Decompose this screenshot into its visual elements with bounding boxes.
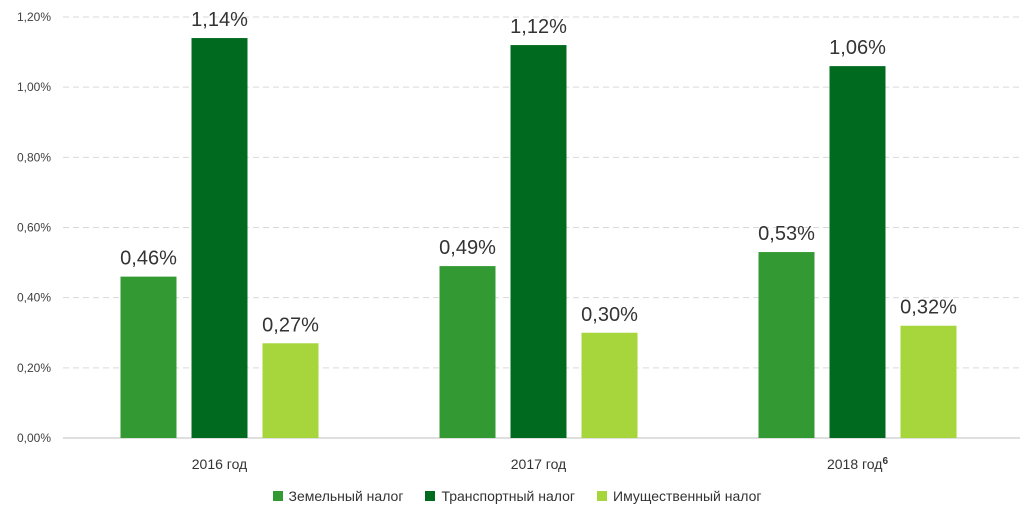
bar bbox=[191, 38, 248, 439]
legend: Земельный налог Транспортный налог Имуще… bbox=[0, 488, 1034, 504]
x-tick-label-text: 2017 год bbox=[511, 456, 566, 472]
bar bbox=[900, 325, 957, 438]
data-label: 0,49% bbox=[439, 237, 496, 259]
x-tick-label-text: 2018 год bbox=[827, 456, 882, 472]
y-tick-label: 0,00% bbox=[17, 431, 51, 445]
y-tick-label: 0,80% bbox=[17, 150, 51, 164]
legend-label-land-tax: Земельный налог bbox=[288, 488, 404, 504]
x-tick-label: 2018 год6 bbox=[827, 456, 888, 472]
bar bbox=[510, 45, 567, 439]
bar bbox=[439, 266, 496, 438]
y-tick-label: 0,60% bbox=[17, 221, 51, 235]
legend-item-land-tax: Земельный налог bbox=[272, 488, 404, 504]
data-label: 1,12% bbox=[510, 16, 567, 38]
data-label: 1,06% bbox=[829, 37, 886, 59]
y-tick-label: 0,40% bbox=[17, 291, 51, 305]
x-tick-label: 2017 год bbox=[511, 456, 566, 472]
legend-swatch-property-tax bbox=[597, 491, 608, 501]
y-tick-label: 0,20% bbox=[17, 361, 51, 375]
bar bbox=[120, 276, 177, 438]
data-label: 0,46% bbox=[120, 248, 177, 270]
legend-swatch-transport-tax bbox=[425, 491, 436, 501]
data-label: 0,53% bbox=[758, 223, 815, 245]
bar bbox=[262, 343, 319, 438]
bar bbox=[758, 252, 815, 438]
x-tick-label: 2016 год bbox=[192, 456, 247, 472]
data-label: 0,27% bbox=[262, 314, 319, 336]
y-tick-label: 1,00% bbox=[17, 80, 51, 94]
legend-item-property-tax: Имущественный налог bbox=[597, 488, 761, 504]
legend-item-transport-tax: Транспортный налог bbox=[425, 488, 575, 504]
bar bbox=[581, 332, 638, 438]
legend-label-transport-tax: Транспортный налог bbox=[441, 488, 576, 504]
legend-swatch-land-tax bbox=[272, 491, 283, 501]
data-label: 1,14% bbox=[191, 9, 248, 31]
footnote-marker: 6 bbox=[882, 456, 888, 467]
bar-chart: 0,00% 0,20% 0,40% 0,60% 0,80% 1,00% 1,20% 0,46%… bbox=[17, 9, 1020, 472]
data-label: 0,30% bbox=[581, 304, 638, 326]
x-tick-label-text: 2016 год bbox=[192, 456, 247, 472]
bar bbox=[829, 66, 886, 438]
y-tick-label: 1,20% bbox=[17, 10, 51, 24]
legend-label-property-tax: Имущественный налог bbox=[613, 488, 762, 504]
data-label: 0,32% bbox=[900, 297, 957, 319]
